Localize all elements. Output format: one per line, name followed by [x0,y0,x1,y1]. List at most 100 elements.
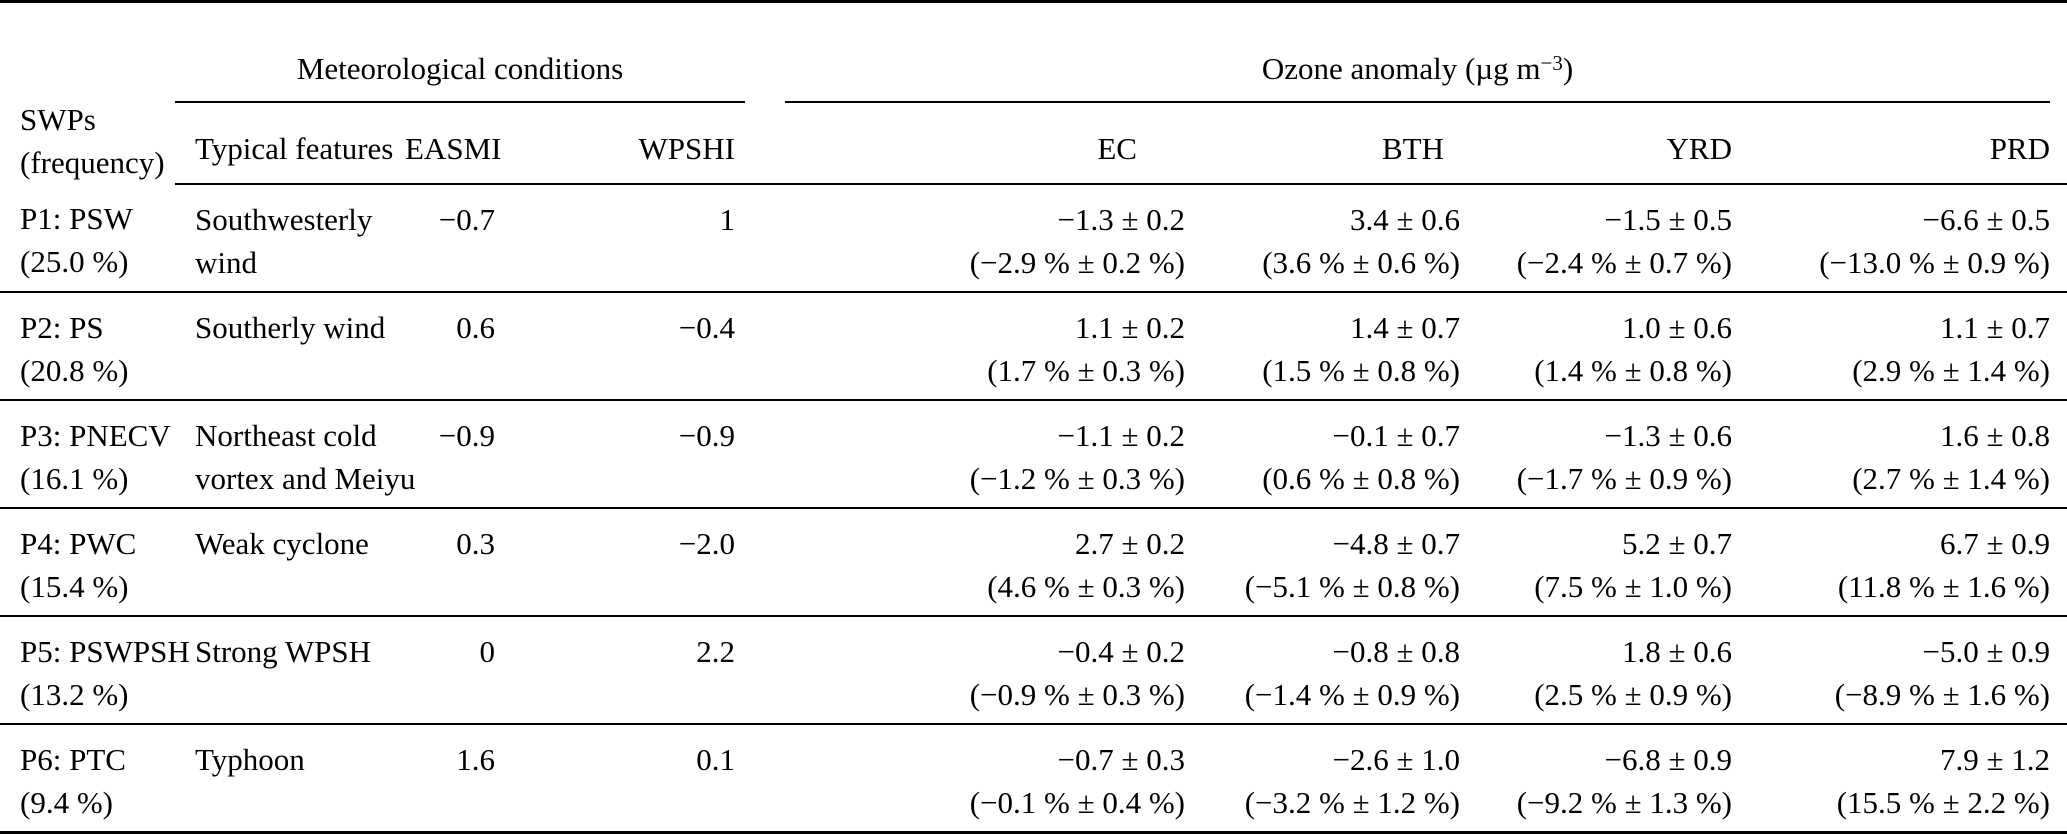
yrd-percent: (−2.4 % ± 0.7 %) [1516,245,1732,280]
ec-cell: −0.4 ± 0.2 (−0.9 % ± 0.3 %) [745,616,1186,725]
ec-cell: −1.3 ± 0.2 (−2.9 % ± 0.2 %) [745,184,1185,293]
ozone-group-cell: Ozone anomaly (µg m−3) [745,2,2067,103]
wpshi-cell: −2.0 [505,508,745,617]
features-cell: Strong WPSH [175,616,405,725]
swp-cell: P4: PWC (15.4 %) [0,508,175,617]
wpshi-cell: 1 [505,184,745,293]
ec-percent: (−0.1 % ± 0.4 %) [969,785,1185,820]
ozone-group-close: ) [1562,51,1574,86]
easmi-cell: 1.6 [405,724,505,834]
features-line1: Southerly wind [195,310,386,345]
bth-percent: (−1.4 % ± 0.9 %) [1244,677,1460,712]
col-header-wpshi: WPSHI [505,103,745,185]
bth-value: −2.6 ± 1.0 [1332,742,1461,777]
bth-value: 1.4 ± 0.7 [1349,310,1460,345]
swp-cell: P1: PSW (25.0 %) [0,184,175,293]
prd-cell: −6.6 ± 0.5 (−13.0 % ± 0.9 %) [1732,184,2067,293]
swp-header-line2: (frequency) [20,145,165,180]
features-line2: vortex and Meiyu [195,461,416,496]
yrd-value: 1.0 ± 0.6 [1621,310,1732,345]
ec-cell: 2.7 ± 0.2 (4.6 % ± 0.3 %) [745,508,1185,617]
prd-value: 6.7 ± 0.9 [1939,526,2050,561]
yrd-value: 1.8 ± 0.6 [1621,634,1732,669]
swp-frequency: (20.8 %) [20,353,129,388]
yrd-value: −1.3 ± 0.6 [1604,418,1733,453]
prd-value: 7.9 ± 1.2 [1939,742,2050,777]
ec-percent: (−2.9 % ± 0.2 %) [969,245,1185,280]
bth-cell: −4.8 ± 0.7 (−5.1 % ± 0.8 %) [1185,508,1461,617]
col-header-bth: BTH [1185,103,1460,185]
wpshi-cell: 2.2 [505,616,745,725]
features-cell: Southerly wind [175,292,405,401]
bth-value: −0.1 ± 0.7 [1332,418,1461,453]
prd-percent: (−13.0 % ± 0.9 %) [1819,245,2050,280]
prd-percent: (11.8 % ± 1.6 %) [1837,569,2050,604]
col-header-features: Typical features [175,103,405,185]
bth-value: 3.4 ± 0.6 [1349,202,1460,237]
met-group-cell: Meteorological conditions [175,2,745,103]
col-header-prd: PRD [1732,103,2067,185]
table-row: P6: PTC (9.4 %) Typhoon 1.6 0.1 −0.7 ± 0… [0,724,2067,834]
easmi-cell: 0 [405,616,505,725]
col-header-ec: EC [745,103,1185,185]
wpshi-cell: −0.4 [505,292,745,401]
easmi-cell: −0.7 [405,184,505,293]
easmi-cell: −0.9 [405,400,505,509]
prd-value: −6.6 ± 0.5 [1922,202,2051,237]
table-row: P1: PSW (25.0 %) Southwesterly wind −0.7… [0,184,2067,293]
ec-cell: −1.1 ± 0.2 (−1.2 % ± 0.3 %) [745,400,1185,509]
swp-frequency: (9.4 %) [20,785,113,820]
features-cell: Weak cyclone [175,508,405,617]
yrd-value: −1.5 ± 0.5 [1604,202,1733,237]
bth-percent: (−3.2 % ± 1.2 %) [1244,785,1460,820]
yrd-percent: (2.5 % ± 0.9 %) [1534,677,1732,712]
swp-name: P3: PNECV [20,418,171,453]
yrd-percent: (1.4 % ± 0.8 %) [1534,353,1732,388]
prd-percent: (2.9 % ± 1.4 %) [1852,353,2050,388]
table-row: P4: PWC (15.4 %) Weak cyclone 0.3 −2.0 2… [0,508,2067,617]
bth-value: −4.8 ± 0.7 [1332,526,1461,561]
swp-cell: P6: PTC (9.4 %) [0,724,175,834]
bth-cell: 1.4 ± 0.7 (1.5 % ± 0.8 %) [1185,292,1460,401]
bth-cell: −2.6 ± 1.0 (−3.2 % ± 1.2 %) [1185,724,1461,834]
features-line1: Typhoon [195,742,305,777]
yrd-cell: 1.0 ± 0.6 (1.4 % ± 0.8 %) [1460,292,1732,401]
swp-name: P4: PWC [20,526,137,561]
swp-frequency: (15.4 %) [20,569,129,604]
group-header-row: SWPs (frequency) Meteorological conditio… [0,2,2067,180]
yrd-cell: −1.5 ± 0.5 (−2.4 % ± 0.7 %) [1460,184,1733,293]
yrd-value: −6.8 ± 0.9 [1604,742,1733,777]
ec-cell: 1.1 ± 0.2 (1.7 % ± 0.3 %) [745,292,1185,401]
ec-value: −0.7 ± 0.3 [1057,742,1186,777]
ec-cell: −0.7 ± 0.3 (−0.1 % ± 0.4 %) [745,724,1186,834]
bth-percent: (1.5 % ± 0.8 %) [1262,353,1460,388]
yrd-cell: −1.3 ± 0.6 (−1.7 % ± 0.9 %) [1460,400,1733,509]
swp-name: P5: PSWPSH [20,634,190,669]
table-row: P3: PNECV (16.1 %) Northeast cold vortex… [0,400,2067,509]
features-cell: Southwesterly wind [175,184,405,293]
ec-percent: (1.7 % ± 0.3 %) [987,353,1185,388]
yrd-percent: (−9.2 % ± 1.3 %) [1516,785,1732,820]
swp-cell: P5: PSWPSH (13.2 %) [0,616,190,725]
prd-percent: (15.5 % ± 2.2 %) [1836,785,2050,820]
met-group-label: Meteorological conditions [175,47,745,103]
swp-frequency-header: SWPs (frequency) [0,2,175,185]
features-cell: Typhoon [175,724,405,834]
bth-percent: (0.6 % ± 0.8 %) [1262,461,1460,496]
ec-value: −0.4 ± 0.2 [1057,634,1186,669]
ozone-unit-exponent: −3 [1540,51,1563,75]
ec-percent: (4.6 % ± 0.3 %) [987,569,1185,604]
wpshi-cell: −0.9 [505,400,745,509]
table-row: P5: PSWPSH (13.2 %) Strong WPSH 0 2.2 −0… [0,616,2067,725]
ozone-group-label: Ozone anomaly (µg m−3) [785,47,2050,103]
bth-cell: −0.8 ± 0.8 (−1.4 % ± 0.9 %) [1185,616,1460,725]
prd-cell: 6.7 ± 0.9 (11.8 % ± 1.6 %) [1732,508,2067,617]
swp-frequency: (13.2 %) [20,677,129,712]
features-line1: Weak cyclone [195,526,369,561]
features-cell: Northeast cold vortex and Meiyu [175,400,416,509]
swp-frequency: (25.0 %) [20,244,129,279]
swp-header-line1: SWPs [20,102,96,137]
features-line1: Northeast cold [195,418,377,453]
features-line1: Strong WPSH [195,634,371,669]
